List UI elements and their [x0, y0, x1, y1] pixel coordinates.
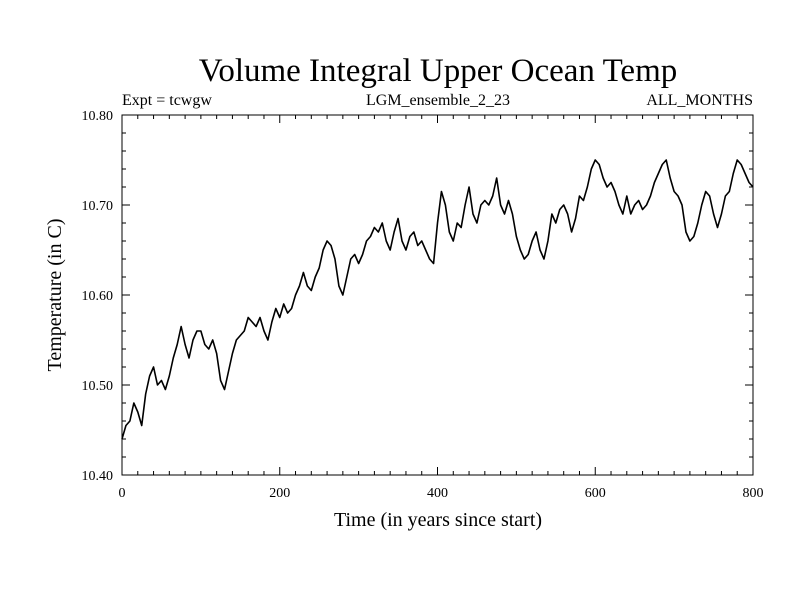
y-axis-label: Temperature (in C)	[44, 219, 66, 372]
axis-ticks	[121, 114, 754, 476]
x-tick-label: 600	[585, 486, 606, 501]
series-line	[121, 159, 754, 440]
x-tick-label: 400	[427, 486, 448, 501]
x-tick-label: 200	[269, 486, 290, 501]
plot-frame	[121, 114, 754, 476]
y-tick-label: 10.50	[82, 379, 114, 394]
subtitle-left: Expt = tcwgw	[122, 92, 212, 109]
x-axis-label: Time (in years since start)	[334, 509, 542, 531]
subtitle-right: ALL_MONTHS	[646, 92, 753, 109]
y-tick-label: 10.40	[82, 469, 114, 484]
y-tick-label: 10.60	[82, 289, 114, 304]
x-tick-label: 0	[119, 486, 126, 501]
x-tick-labels: 0 200 400 600 800	[119, 486, 764, 501]
subtitle-center: LGM_ensemble_2_23	[366, 92, 510, 109]
y-tick-label: 10.70	[82, 199, 114, 214]
y-tick-label: 10.80	[82, 109, 114, 124]
y-tick-labels: 10.40 10.50 10.60 10.70 10.80	[82, 109, 114, 484]
x-tick-label: 800	[743, 486, 764, 501]
chart-title: Volume Integral Upper Ocean Temp	[199, 53, 677, 89]
